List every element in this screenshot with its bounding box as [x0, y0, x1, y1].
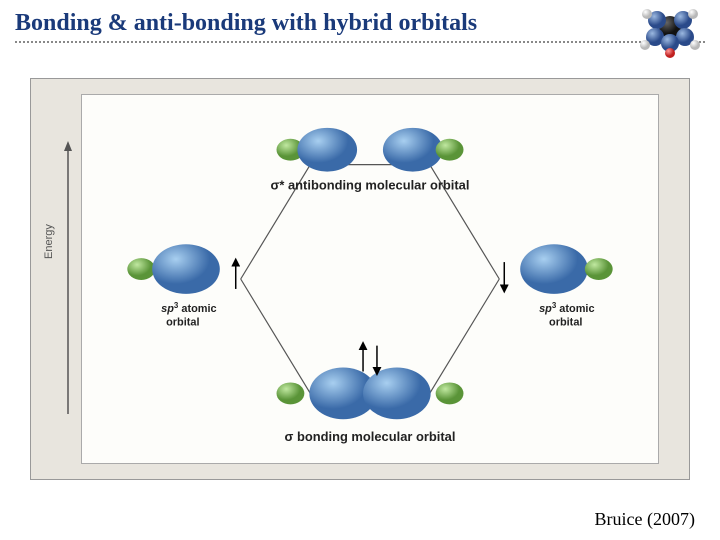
electron-arrows — [236, 262, 505, 371]
left-atomic-label2: orbital — [166, 317, 199, 329]
bonding-label: σ bonding molecular orbital — [285, 429, 456, 444]
antibonding-label: σ* antibonding molecular orbital — [271, 177, 470, 192]
bonding-orbital — [277, 368, 464, 420]
right-atomic-orbital — [520, 244, 612, 294]
molecule-icon — [635, 5, 705, 60]
left-atomic-label: sp3 atomic — [161, 300, 216, 314]
mo-diagram: Energy σ* a — [30, 78, 690, 480]
correlation-lines — [241, 165, 500, 394]
right-atomic-label: sp3 atomic — [539, 300, 594, 314]
page-title: Bonding & anti-bonding with hybrid orbit… — [15, 10, 705, 37]
diagram-inner: σ* antibonding molecular orbital σ bondi… — [81, 94, 659, 464]
energy-arrow-icon — [61, 139, 75, 419]
energy-axis-label: Energy — [43, 224, 55, 259]
right-atomic-label2: orbital — [549, 317, 582, 329]
citation: Bruice (2007) — [595, 509, 695, 530]
divider — [15, 41, 705, 43]
left-atomic-orbital — [127, 244, 219, 294]
